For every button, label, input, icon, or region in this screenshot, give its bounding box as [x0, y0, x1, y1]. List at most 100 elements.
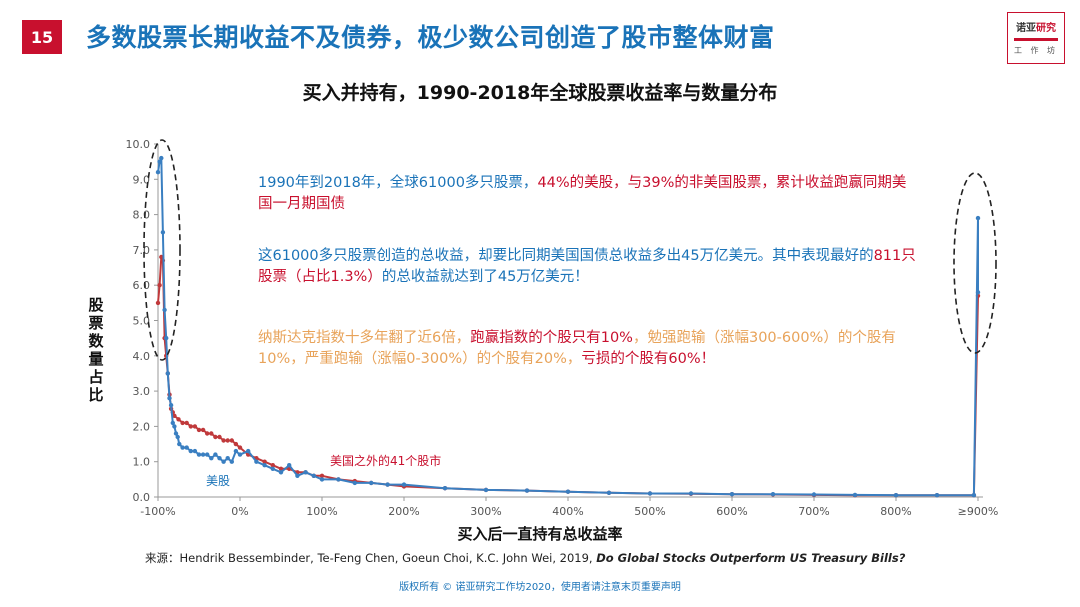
chart-highlights [143, 139, 997, 361]
data-point-non-us [221, 438, 226, 443]
data-point-non-us [180, 420, 185, 426]
data-point-us [225, 456, 230, 461]
data-point-us [167, 396, 172, 401]
y-tick-label: 7.0 [133, 244, 151, 257]
data-point-non-us [184, 420, 189, 426]
data-point-us [565, 489, 571, 494]
x-tick-label: 600% [716, 505, 747, 518]
data-point-non-us [270, 463, 275, 468]
y-tick-label: 8.0 [133, 209, 151, 222]
data-point-non-us [213, 434, 218, 440]
data-point-us [175, 434, 180, 440]
x-tick-label: 800% [880, 505, 911, 518]
data-point-us [270, 466, 275, 471]
y-axis-title: 股票数量占比 [88, 296, 104, 404]
data-point-us [483, 487, 489, 493]
data-point-us [209, 456, 214, 461]
data-point-us [647, 491, 653, 496]
data-point-us [180, 445, 185, 450]
x-tick-label: 300% [470, 505, 501, 518]
data-point-non-us [200, 427, 206, 433]
data-point-us [287, 463, 292, 468]
y-tick-label: 2.0 [133, 420, 151, 433]
data-point-us [184, 445, 189, 450]
chart-title: 买入并持有，1990-2018年全球股票收益率与数量分布 [302, 82, 778, 104]
data-point-non-us [237, 445, 243, 450]
data-point-us [278, 470, 284, 475]
data-point-us [229, 459, 234, 464]
data-point-non-us [196, 427, 202, 433]
data-point-non-us [192, 424, 198, 429]
logo-name: 诺亚研究 [1016, 23, 1056, 34]
x-tick-label: 700% [798, 505, 829, 518]
data-point-us [200, 452, 206, 457]
x-axis-title: 买入后一直持有总收益率 [457, 525, 623, 543]
chart-axes: 0.0 1.0 2.0 3.0 4.0 5.0 6.0 7.0 8.0 9.0 10.0 -100% 0… [126, 138, 999, 518]
data-point-us [205, 452, 210, 457]
series-line-non-us [157, 256, 979, 497]
data-point-us [971, 493, 977, 498]
data-point-non-us [225, 438, 230, 443]
data-point-us [172, 424, 177, 429]
data-point-us [233, 448, 239, 454]
y-tick-label: 1.0 [133, 456, 151, 469]
source-citation: 来源：Hendrik Bessembinder, Te-Feng Chen, G… [145, 551, 906, 565]
data-point-us [221, 459, 226, 464]
data-point-us [177, 441, 182, 447]
data-point-non-us [176, 417, 181, 422]
data-point-us [157, 159, 162, 164]
logo-subtitle: 工 作 坊 [1013, 46, 1059, 55]
data-point-us [385, 482, 390, 487]
data-point-us [352, 480, 357, 486]
data-point-us [237, 452, 243, 457]
data-point-us [811, 492, 817, 497]
data-point-us [160, 230, 166, 235]
data-point-us [369, 480, 374, 486]
data-point-non-us [172, 413, 177, 418]
data-point-us [606, 490, 612, 495]
data-point-us [311, 473, 316, 478]
data-point-us [401, 482, 407, 487]
annotation-3: 纳斯达克指数十多年翻了近6倍，跑赢指数的个股只有10%，勉强跑输（涨幅300-6… [258, 330, 896, 367]
slide-title: 多数股票长期收益不及债券，极少数公司创造了股市整体财富 [86, 23, 775, 52]
data-point-us [170, 420, 175, 426]
data-point-us [729, 492, 735, 497]
data-point-non-us [209, 431, 214, 436]
data-point-non-us [217, 434, 222, 440]
data-point-non-us [188, 424, 193, 429]
highlight-ellipse-right [953, 172, 997, 354]
x-tick-label: -100% [140, 505, 175, 518]
data-point-us [192, 448, 198, 454]
data-point-us [295, 473, 300, 478]
data-point-non-us [157, 283, 162, 288]
data-point-non-us [319, 473, 325, 478]
data-point-us [162, 307, 167, 313]
data-point-us [442, 486, 448, 491]
slide-number: 15 [22, 20, 62, 54]
data-point-us [168, 403, 174, 408]
data-point-us [164, 335, 169, 341]
data-point-non-us [278, 466, 284, 471]
data-point-us [246, 448, 251, 454]
x-tick-label: 400% [552, 505, 583, 518]
data-point-non-us [159, 254, 164, 260]
data-point-non-us [229, 438, 234, 443]
y-tick-label: 4.0 [133, 350, 151, 363]
series-label-non-us: 美国之外的41个股市 [330, 452, 442, 469]
data-point-non-us [233, 441, 239, 447]
data-point-us [155, 170, 161, 175]
x-tick-label: ≥900% [958, 505, 999, 518]
data-point-us [165, 371, 170, 376]
annotation-1: 1990年到2018年，全球61000多只股票，44%的美股，与39%的非美国股… [258, 175, 907, 212]
data-point-us [852, 492, 858, 498]
x-tick-label: 100% [306, 505, 337, 518]
y-tick-label: 5.0 [133, 315, 151, 328]
data-point-us [975, 290, 981, 295]
data-point-us [217, 456, 222, 461]
x-tick-label: 0% [231, 505, 248, 518]
y-tick-label: 0.0 [133, 491, 151, 504]
chart-series [155, 155, 981, 498]
data-point-us [893, 493, 899, 498]
y-tick-label: 3.0 [133, 385, 151, 398]
